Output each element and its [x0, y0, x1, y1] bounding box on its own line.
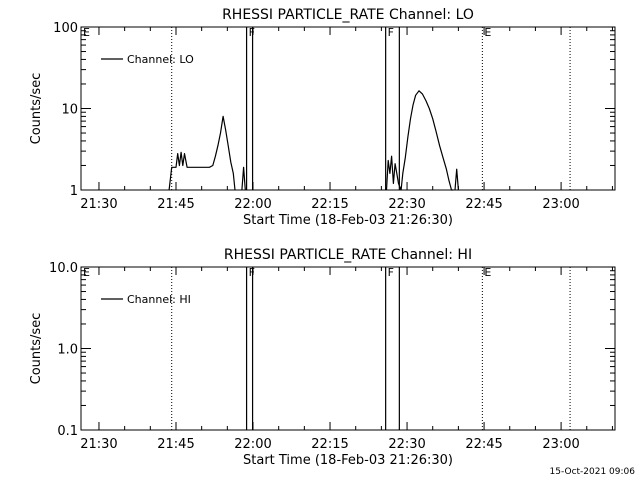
x-tick-label: 21:30: [80, 197, 117, 212]
x-tick-label: 21:45: [157, 197, 194, 212]
x-tick-label: 23:00: [542, 197, 579, 212]
footer-timestamp: 15-Oct-2021 09:06: [550, 467, 636, 477]
x-tick-label: 21:30: [80, 437, 117, 452]
x-tick-label: 21:45: [157, 437, 194, 452]
x-tick-label: 22:00: [234, 437, 271, 452]
event-marker-label: F: [388, 26, 394, 39]
x-axis-label: Start Time (18-Feb-03 21:26:30): [243, 453, 453, 468]
x-tick-label: 22:15: [311, 197, 348, 212]
legend-label: Channel: HI: [127, 293, 191, 306]
y-axis-label: Counts/sec: [29, 73, 44, 145]
data-series-segment: [454, 168, 459, 191]
x-tick-label: 22:00: [234, 197, 271, 212]
y-tick-label: 0.1: [57, 424, 78, 439]
data-series-segment: [168, 115, 236, 191]
event-marker-label: F: [249, 266, 255, 279]
y-axis-label: Counts/sec: [29, 313, 44, 385]
chart-panel-hi: RHESSI PARTICLE_RATE Channel: HI Start Ti…: [29, 247, 616, 468]
x-tick-label: 23:00: [542, 437, 579, 452]
legend-label: Channel: LO: [127, 53, 194, 66]
event-marker-label: E: [484, 26, 491, 39]
plot-frame: [80, 26, 616, 191]
plot-frame: [80, 266, 616, 431]
event-marker-label: F: [249, 26, 255, 39]
event-marker-label: E: [83, 26, 90, 39]
data-series-segment: [241, 166, 246, 191]
x-axis-label: Start Time (18-Feb-03 21:26:30): [243, 213, 453, 228]
x-tick-label: 22:15: [311, 437, 348, 452]
chart-title: RHESSI PARTICLE_RATE Channel: HI: [224, 247, 472, 263]
data-series-segment: [385, 90, 454, 191]
x-tick-label: 22:45: [465, 437, 502, 452]
event-marker-label: F: [388, 266, 394, 279]
chart-title: RHESSI PARTICLE_RATE Channel: LO: [222, 7, 474, 23]
x-tick-label: 22:30: [388, 197, 425, 212]
y-tick-label: 10: [61, 103, 78, 118]
x-tick-label: 22:30: [388, 437, 425, 452]
y-tick-label: 1: [70, 184, 78, 199]
y-tick-label: 10.0: [49, 261, 78, 276]
chart-panel-lo: RHESSI PARTICLE_RATE Channel: LO Start Ti…: [29, 7, 616, 228]
y-tick-label: 1.0: [57, 343, 78, 358]
y-tick-label: 100: [53, 21, 78, 36]
x-tick-label: 22:45: [465, 197, 502, 212]
event-marker-label: E: [484, 266, 491, 279]
event-marker-label: E: [83, 266, 90, 279]
